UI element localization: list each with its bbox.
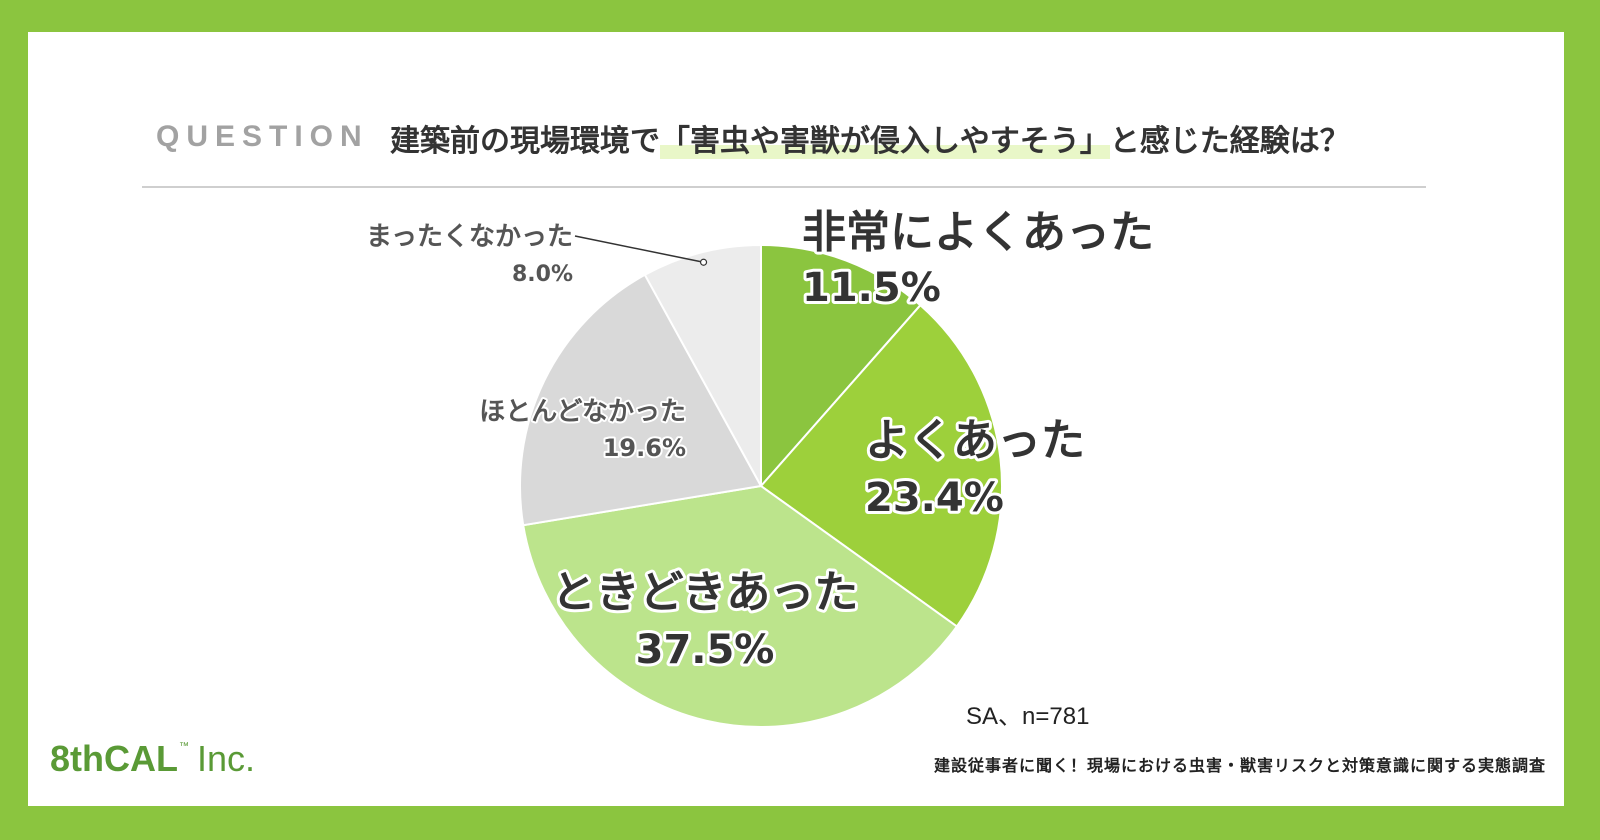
question-text-before: 建築前の現場環境で xyxy=(390,124,660,159)
survey-caption: 建設従事者に聞く！現場における虫害・獣害リスクと対策意識に関する実態調査 xyxy=(933,756,1546,775)
slice-value-5: 8.0% xyxy=(512,262,573,287)
leader-dot xyxy=(699,258,708,266)
question-title: 建築前の現場環境で「害虫や害獣が侵入しやすそう」と感じた経験は？ xyxy=(390,116,1350,160)
leader-line xyxy=(574,235,704,263)
slice-label-1: 非常によくあった xyxy=(802,207,1154,258)
slice-label-3: ときどきあった xyxy=(552,567,859,618)
logo-tm: ™ xyxy=(179,741,189,752)
question-text-after: と感じた経験は？ xyxy=(1109,124,1350,159)
pie-slice-3 xyxy=(522,484,959,728)
question-text-highlight: 「害虫や害獣が侵入しやすそう」 xyxy=(660,124,1110,159)
question-header: QUESTION 建築前の現場環境で「害虫や害獣が侵入しやすそう」と感じた経験は… xyxy=(28,32,1564,222)
slice-label-5: まったくなかった xyxy=(366,222,573,252)
question-label: QUESTION xyxy=(156,120,369,153)
slice-label-4: ほとんどなかった xyxy=(479,397,686,427)
slice-label-2: よくあった xyxy=(865,415,1085,466)
logo-suffix: Inc. xyxy=(197,738,256,779)
company-logo: 8thCAL™ Inc. xyxy=(50,738,255,780)
pie-slice-5 xyxy=(643,243,762,487)
slice-value-3: 37.5% xyxy=(636,627,775,673)
sample-size-note: SA、n=781 xyxy=(966,703,1090,730)
pie-slice-1 xyxy=(760,243,922,489)
slice-value-4: 19.6% xyxy=(603,434,686,462)
header-divider xyxy=(142,186,1426,188)
pie-slice-4 xyxy=(519,273,763,527)
slice-value-2: 23.4% xyxy=(865,475,1004,521)
logo-main: 8thCAL xyxy=(50,738,178,779)
pie-slice-2 xyxy=(759,303,1003,628)
slice-value-1: 11.5% xyxy=(802,265,941,311)
